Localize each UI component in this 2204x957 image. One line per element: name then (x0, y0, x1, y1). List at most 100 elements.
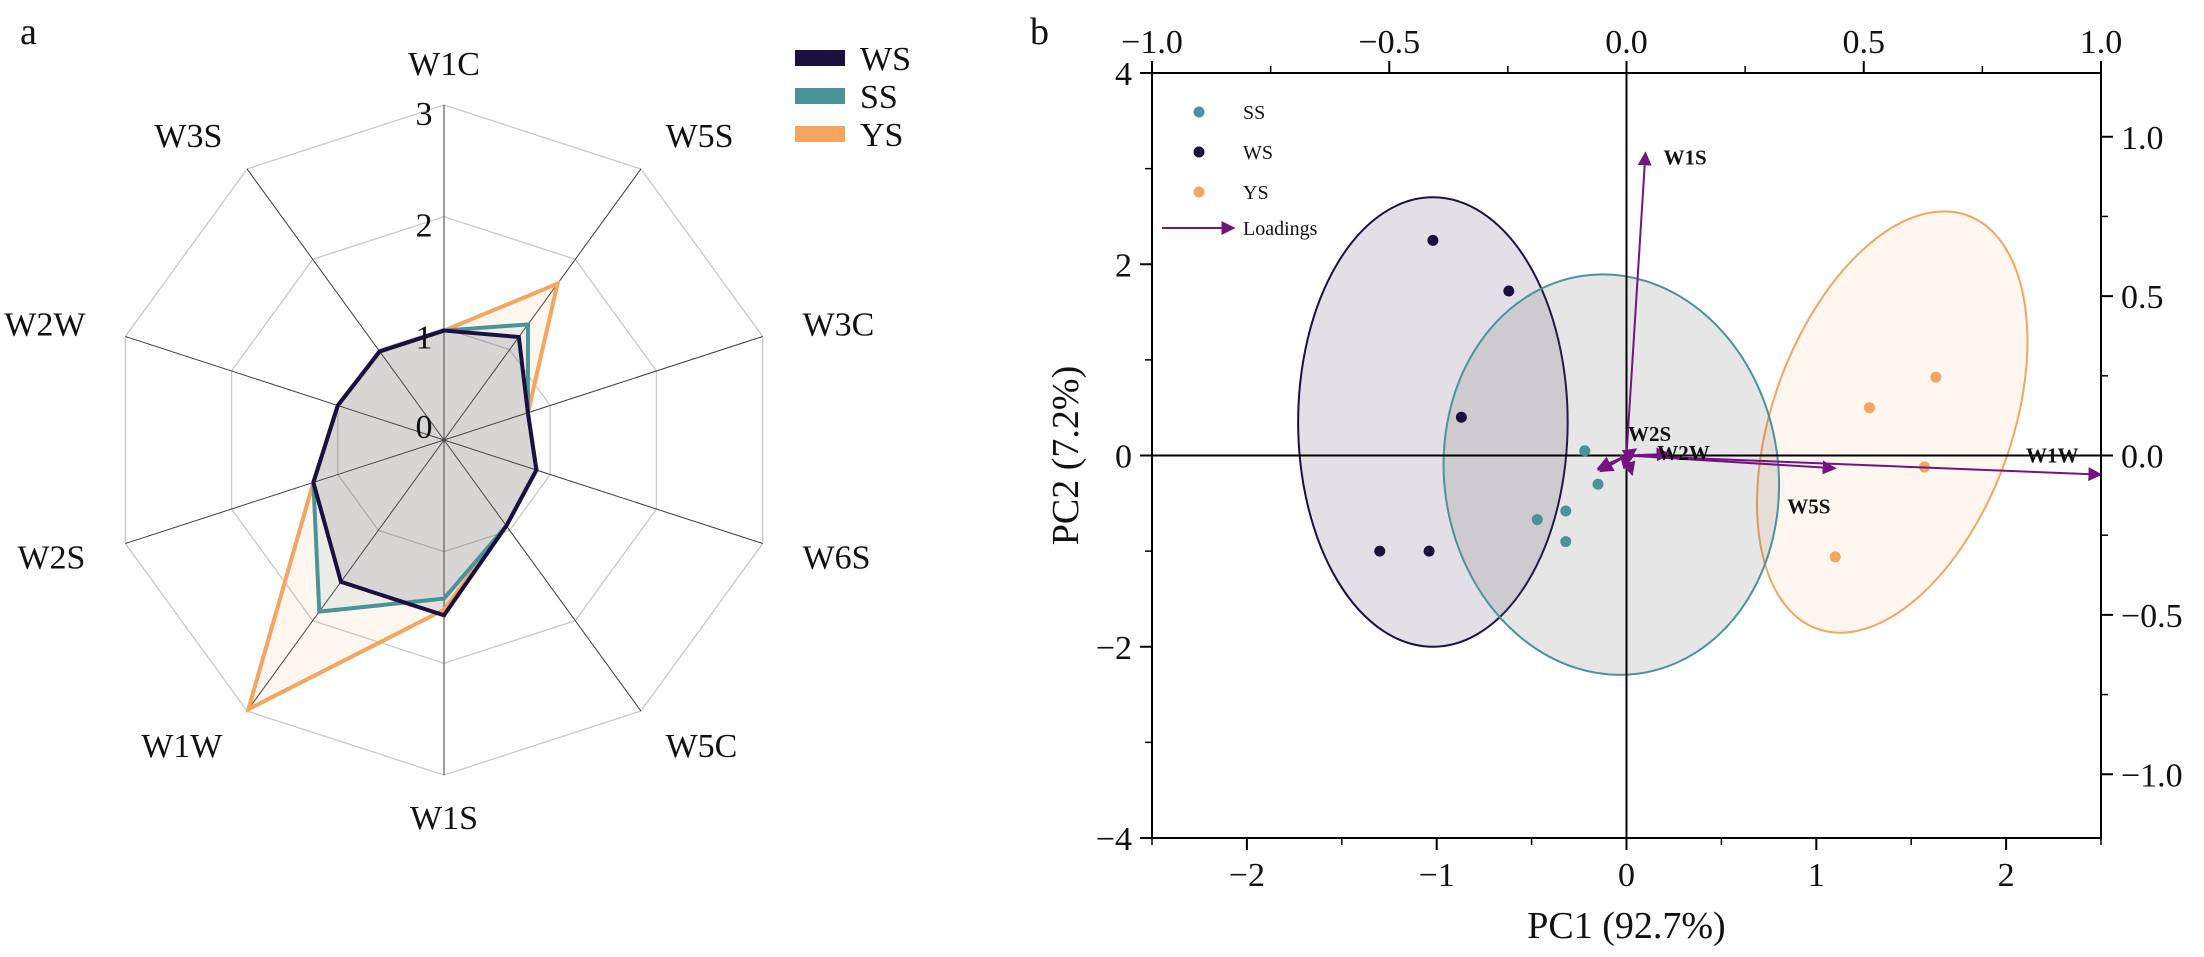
score-point-ws (1503, 285, 1515, 297)
x-axis-title: PC1 (92.7%) (1527, 905, 1725, 947)
radar-axis-labels: W1C W5S W3C W6S W5C W1S W1W W2S W2W W3S (4, 46, 874, 837)
top-tick-label: 1.0 (2080, 24, 2123, 61)
loading-arrow-w3s (1619, 454, 1634, 470)
radar-spoke-w1w (246, 439, 445, 712)
confidence-ellipses (1297, 196, 2029, 676)
x-tick-label: 2 (1998, 857, 2015, 894)
radar-axis-label-w3s: W3S (154, 118, 222, 155)
score-point-ws (1455, 411, 1467, 423)
top-tick-label: 0.5 (1843, 24, 1886, 61)
loading-label-w2s: W2S (1628, 422, 1671, 446)
radar-spoke-w2s (125, 439, 445, 544)
panel-label-a: a (20, 11, 37, 53)
legend-marker-ys (1193, 186, 1205, 198)
radar-axis-label-w3c: W3C (803, 307, 875, 344)
x-tick-label: −1 (1419, 857, 1455, 894)
right-tick-label: 0.0 (2121, 439, 2164, 476)
legend-loadings-label: Loadings (1243, 218, 1318, 240)
radar-radial-ticks: 0 1 2 3 (416, 96, 433, 446)
y-axis-title: PC2 (7.2%) (1045, 366, 1087, 545)
right-tick-label: −0.5 (2121, 598, 2183, 635)
score-point-ws (1374, 545, 1386, 557)
radar-spoke-w6s (443, 439, 763, 544)
x-tick-label: 0 (1618, 857, 1635, 894)
radar-spoke-w3s (246, 168, 445, 441)
radar-line-ws (311, 328, 539, 618)
radar-area-ss (313, 324, 537, 612)
ellipse-ss (1442, 273, 1781, 676)
top-tick-label: 0.0 (1605, 24, 1648, 61)
legend-swatch-ys (795, 126, 845, 142)
radar-spoke-w5s (443, 168, 642, 441)
radar-axis-label-w5c: W5C (666, 728, 738, 765)
legend-swatch-ss (795, 88, 845, 104)
legend-label-ss: SS (1243, 102, 1265, 124)
legend-label-ws: WS (860, 41, 911, 78)
radar-area-ys (248, 283, 558, 710)
score-point-ss (1531, 514, 1543, 526)
legend-label-ys: YS (1243, 182, 1269, 204)
right-tick-label: 0.5 (2121, 279, 2164, 316)
y-tick-label: 4 (1115, 56, 1132, 93)
x-tick-label: 1 (1808, 857, 1825, 894)
radar-series-group (245, 280, 561, 714)
legend-label-ws: WS (1243, 142, 1273, 164)
top-tick-label: −1.0 (1121, 24, 1183, 61)
ellipse-ys (1756, 210, 2029, 634)
legend-marker-ss (1193, 106, 1205, 118)
score-point-ys (1863, 402, 1875, 414)
radar-tick-label: 2 (416, 208, 433, 245)
radar-chart: 0 1 2 3 W1C W5S W3C W6S W5C W1S W1W W2S W2W W3S WSSS… (4, 41, 911, 837)
radar-tick-label: 0 (416, 409, 433, 446)
radar-axis-label-w5s: W5S (666, 118, 734, 155)
panel-label-b: b (1030, 11, 1049, 53)
radar-tick-label: 1 (416, 319, 433, 356)
score-point-ss (1592, 478, 1604, 490)
loading-label-w2w: W2W (1657, 441, 1710, 465)
radar-axis-label-w2s: W2S (17, 539, 85, 576)
loading-label-w1w: W1W (2026, 444, 2079, 468)
biplot-legend: SS WS YS Loadings (1162, 102, 1318, 240)
y-tick-label: 0 (1115, 439, 1132, 476)
radar-tick-label: 3 (416, 96, 433, 133)
radar-axis-label-w1w: W1W (141, 728, 223, 765)
y-tick-label: 2 (1115, 247, 1132, 284)
radar-spoke-w5c (443, 439, 642, 712)
radar-grid (124, 104, 764, 776)
radar-axis-label-w1c: W1C (408, 46, 480, 83)
radar-spoke-w3c (443, 336, 763, 441)
score-point-ws (1427, 234, 1439, 246)
y-tick-label: −4 (1096, 821, 1132, 858)
right-tick-label: −1.0 (2121, 757, 2183, 794)
legend-swatch-ws (795, 50, 845, 66)
top-tick-label: −0.5 (1358, 24, 1420, 61)
radar-axis-label-w1s: W1S (410, 800, 478, 837)
loading-label-w5s: W5S (1787, 494, 1830, 518)
legend-marker-ws (1193, 146, 1205, 158)
loading-arrow-w1w (1626, 454, 2103, 482)
right-tick-label: 1.0 (2121, 120, 2164, 157)
score-point-ws (1423, 545, 1435, 557)
loading-label-w1s: W1S (1663, 146, 1706, 170)
y-tick-label: −2 (1096, 630, 1132, 667)
loading-arrow-w2w (1626, 447, 1671, 462)
loading-arrow-w1s (1625, 151, 1652, 456)
radar-axis-label-w2w: W2W (4, 307, 86, 344)
radar-axis-label-w6s: W6S (803, 539, 871, 576)
score-point-ys (1930, 371, 1942, 383)
radar-area-ws (313, 330, 537, 616)
ellipse-ws (1297, 196, 1569, 648)
score-point-ss (1579, 445, 1591, 457)
x-tick-label: −2 (1229, 857, 1265, 894)
score-points (1374, 234, 1942, 563)
radar-spoke-w2w (125, 336, 445, 441)
score-point-ss (1560, 536, 1572, 548)
score-point-ys (1829, 551, 1841, 563)
score-point-ss (1560, 505, 1572, 517)
legend-label-ys: YS (860, 117, 903, 154)
